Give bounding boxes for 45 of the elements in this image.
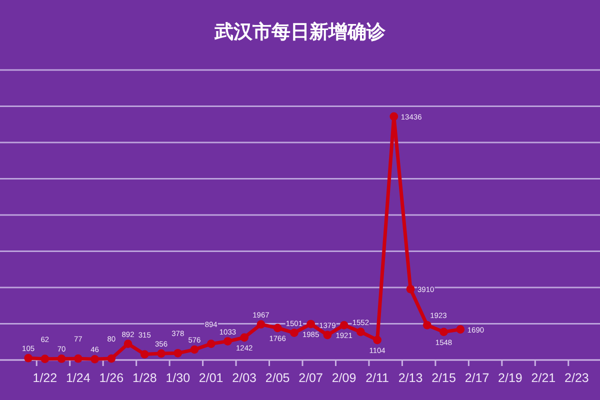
point (24, 354, 33, 362)
x-tick-label: 1/24 (66, 371, 90, 385)
point (256, 320, 266, 329)
x-tick-label: 2/03 (232, 371, 257, 385)
point (340, 320, 348, 330)
point (373, 336, 382, 344)
x-tick-label: 1/26 (99, 371, 124, 385)
chart-title: 武汉市每日新增确诊 (214, 21, 386, 43)
point (206, 340, 216, 348)
point (290, 328, 298, 337)
point (323, 330, 332, 340)
point (273, 324, 282, 332)
point (107, 354, 116, 363)
point (422, 320, 432, 330)
x-tick-label: 2/07 (298, 371, 324, 385)
point (124, 340, 132, 348)
x-tick-label: 1/22 (32, 371, 58, 385)
point (40, 354, 50, 364)
x-tick-label: 1/30 (166, 371, 190, 385)
point (140, 350, 149, 358)
point (456, 325, 465, 334)
point (306, 320, 316, 328)
point (74, 354, 82, 363)
x-tick-label: 2/11 (366, 371, 390, 385)
x-tick-label: 2/15 (432, 371, 456, 385)
point (90, 354, 99, 364)
x-tick-label: 2/13 (398, 371, 423, 385)
x-tick-label: 2/17 (464, 371, 490, 385)
point (174, 348, 182, 358)
point (406, 284, 415, 294)
x-tick-label: 2/01 (198, 371, 224, 385)
x-tick-label: 2/05 (265, 371, 290, 385)
x-tick-label: 2/23 (564, 371, 589, 385)
x-tick-label: 2/19 (498, 371, 522, 385)
point (356, 328, 365, 336)
point (240, 333, 249, 342)
point (157, 349, 166, 358)
x-tick-label: 2/21 (531, 371, 556, 385)
point (224, 337, 232, 346)
point (57, 354, 66, 363)
point (190, 345, 199, 354)
x-tick-label: 2/09 (332, 371, 356, 385)
point (390, 112, 398, 121)
point (440, 328, 448, 336)
x-tick-label: 1/28 (132, 371, 157, 385)
